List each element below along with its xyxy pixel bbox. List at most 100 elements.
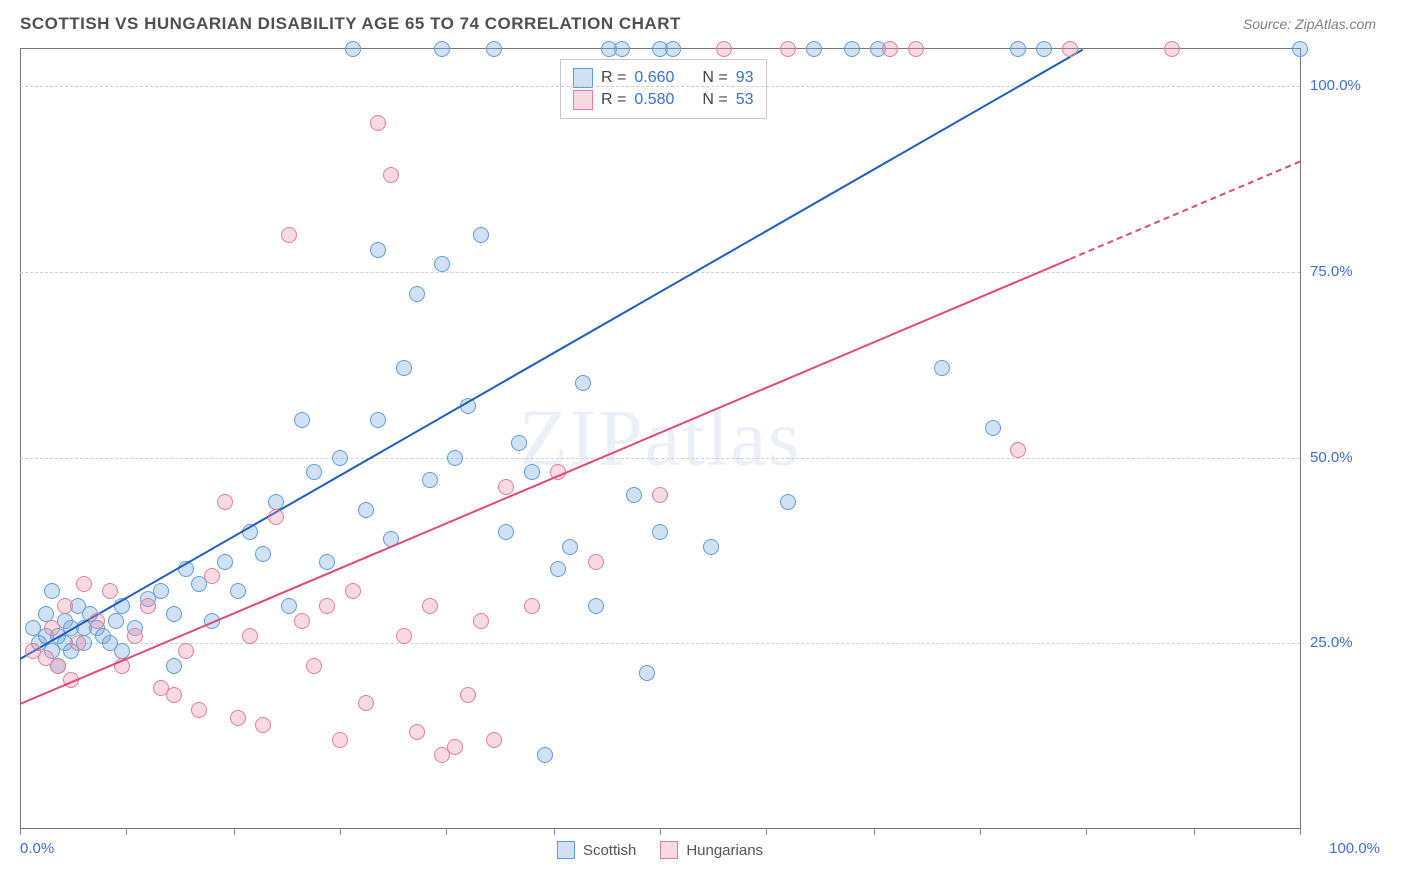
- data-point: [332, 732, 348, 748]
- gridline: [20, 272, 1300, 273]
- data-point: [588, 554, 604, 570]
- data-point: [50, 658, 66, 674]
- data-point: [370, 242, 386, 258]
- data-point: [780, 494, 796, 510]
- data-point: [178, 643, 194, 659]
- data-point: [358, 695, 374, 711]
- data-point: [294, 613, 310, 629]
- data-point: [319, 598, 335, 614]
- data-point: [882, 41, 898, 57]
- data-point: [127, 628, 143, 644]
- legend-swatch: [660, 841, 678, 859]
- data-point: [486, 732, 502, 748]
- data-point: [153, 583, 169, 599]
- gridline: [20, 643, 1300, 644]
- data-point: [217, 554, 233, 570]
- data-point: [268, 509, 284, 525]
- data-point: [716, 41, 732, 57]
- data-point: [1010, 41, 1026, 57]
- data-point: [486, 41, 502, 57]
- gridline: [20, 86, 1300, 87]
- data-point: [383, 167, 399, 183]
- data-point: [396, 628, 412, 644]
- data-point: [332, 450, 348, 466]
- data-point: [108, 613, 124, 629]
- data-point: [255, 546, 271, 562]
- data-point: [1010, 442, 1026, 458]
- data-point: [498, 524, 514, 540]
- data-point: [70, 635, 86, 651]
- data-point: [57, 598, 73, 614]
- data-point: [166, 687, 182, 703]
- legend-item: Hungarians: [660, 841, 763, 859]
- data-point: [281, 598, 297, 614]
- x-minor-tick: [1194, 829, 1195, 835]
- data-point: [217, 494, 233, 510]
- x-minor-tick: [20, 829, 21, 835]
- chart-title: SCOTTISH VS HUNGARIAN DISABILITY AGE 65 …: [20, 14, 681, 34]
- source-label: Source: ZipAtlas.com: [1243, 16, 1376, 32]
- legend-r-label: R =: [601, 91, 626, 109]
- data-point: [396, 360, 412, 376]
- data-point: [166, 658, 182, 674]
- data-point: [626, 487, 642, 503]
- data-point: [204, 568, 220, 584]
- data-point: [524, 598, 540, 614]
- data-point: [76, 576, 92, 592]
- x-tick-min: 0.0%: [20, 840, 54, 857]
- data-point: [166, 606, 182, 622]
- legend-n-value: 53: [736, 91, 754, 109]
- data-point: [434, 256, 450, 272]
- x-minor-tick: [874, 829, 875, 835]
- legend-swatch: [573, 68, 593, 88]
- data-point: [498, 479, 514, 495]
- data-point: [1036, 41, 1052, 57]
- data-point: [1292, 41, 1308, 57]
- legend-n-label: N =: [702, 69, 727, 87]
- data-point: [614, 41, 630, 57]
- data-point: [370, 115, 386, 131]
- x-minor-tick: [660, 829, 661, 835]
- data-point: [1062, 41, 1078, 57]
- legend-r-value: 0.660: [634, 69, 674, 87]
- trend-line: [1069, 161, 1300, 260]
- legend-n-value: 93: [736, 69, 754, 87]
- data-point: [345, 583, 361, 599]
- data-point: [345, 41, 361, 57]
- data-point: [306, 658, 322, 674]
- data-point: [588, 598, 604, 614]
- data-point: [422, 598, 438, 614]
- data-point: [191, 702, 207, 718]
- data-point: [652, 487, 668, 503]
- data-point: [473, 613, 489, 629]
- chart-plot-area: Disability Age 65 to 74 0.0% 100.0% ZIPa…: [20, 48, 1301, 829]
- data-point: [550, 561, 566, 577]
- x-minor-tick: [980, 829, 981, 835]
- y-tick-label: 75.0%: [1310, 263, 1380, 280]
- legend-row: R =0.580N =53: [573, 90, 754, 110]
- data-point: [652, 524, 668, 540]
- data-point: [985, 420, 1001, 436]
- x-minor-tick: [554, 829, 555, 835]
- data-point: [102, 583, 118, 599]
- legend-n-label: N =: [702, 91, 727, 109]
- x-minor-tick: [340, 829, 341, 835]
- data-point: [409, 286, 425, 302]
- data-point: [409, 724, 425, 740]
- data-point: [537, 747, 553, 763]
- data-point: [908, 41, 924, 57]
- data-point: [38, 606, 54, 622]
- legend-swatch: [573, 90, 593, 110]
- data-point: [358, 502, 374, 518]
- data-point: [665, 41, 681, 57]
- data-point: [230, 583, 246, 599]
- x-minor-tick: [1086, 829, 1087, 835]
- x-minor-tick: [1300, 829, 1301, 835]
- data-point: [44, 583, 60, 599]
- data-point: [44, 620, 60, 636]
- y-axis: [20, 49, 21, 829]
- data-point: [524, 464, 540, 480]
- legend-row: R =0.660N =93: [573, 68, 754, 88]
- data-point: [575, 375, 591, 391]
- y-tick-label: 100.0%: [1310, 77, 1380, 94]
